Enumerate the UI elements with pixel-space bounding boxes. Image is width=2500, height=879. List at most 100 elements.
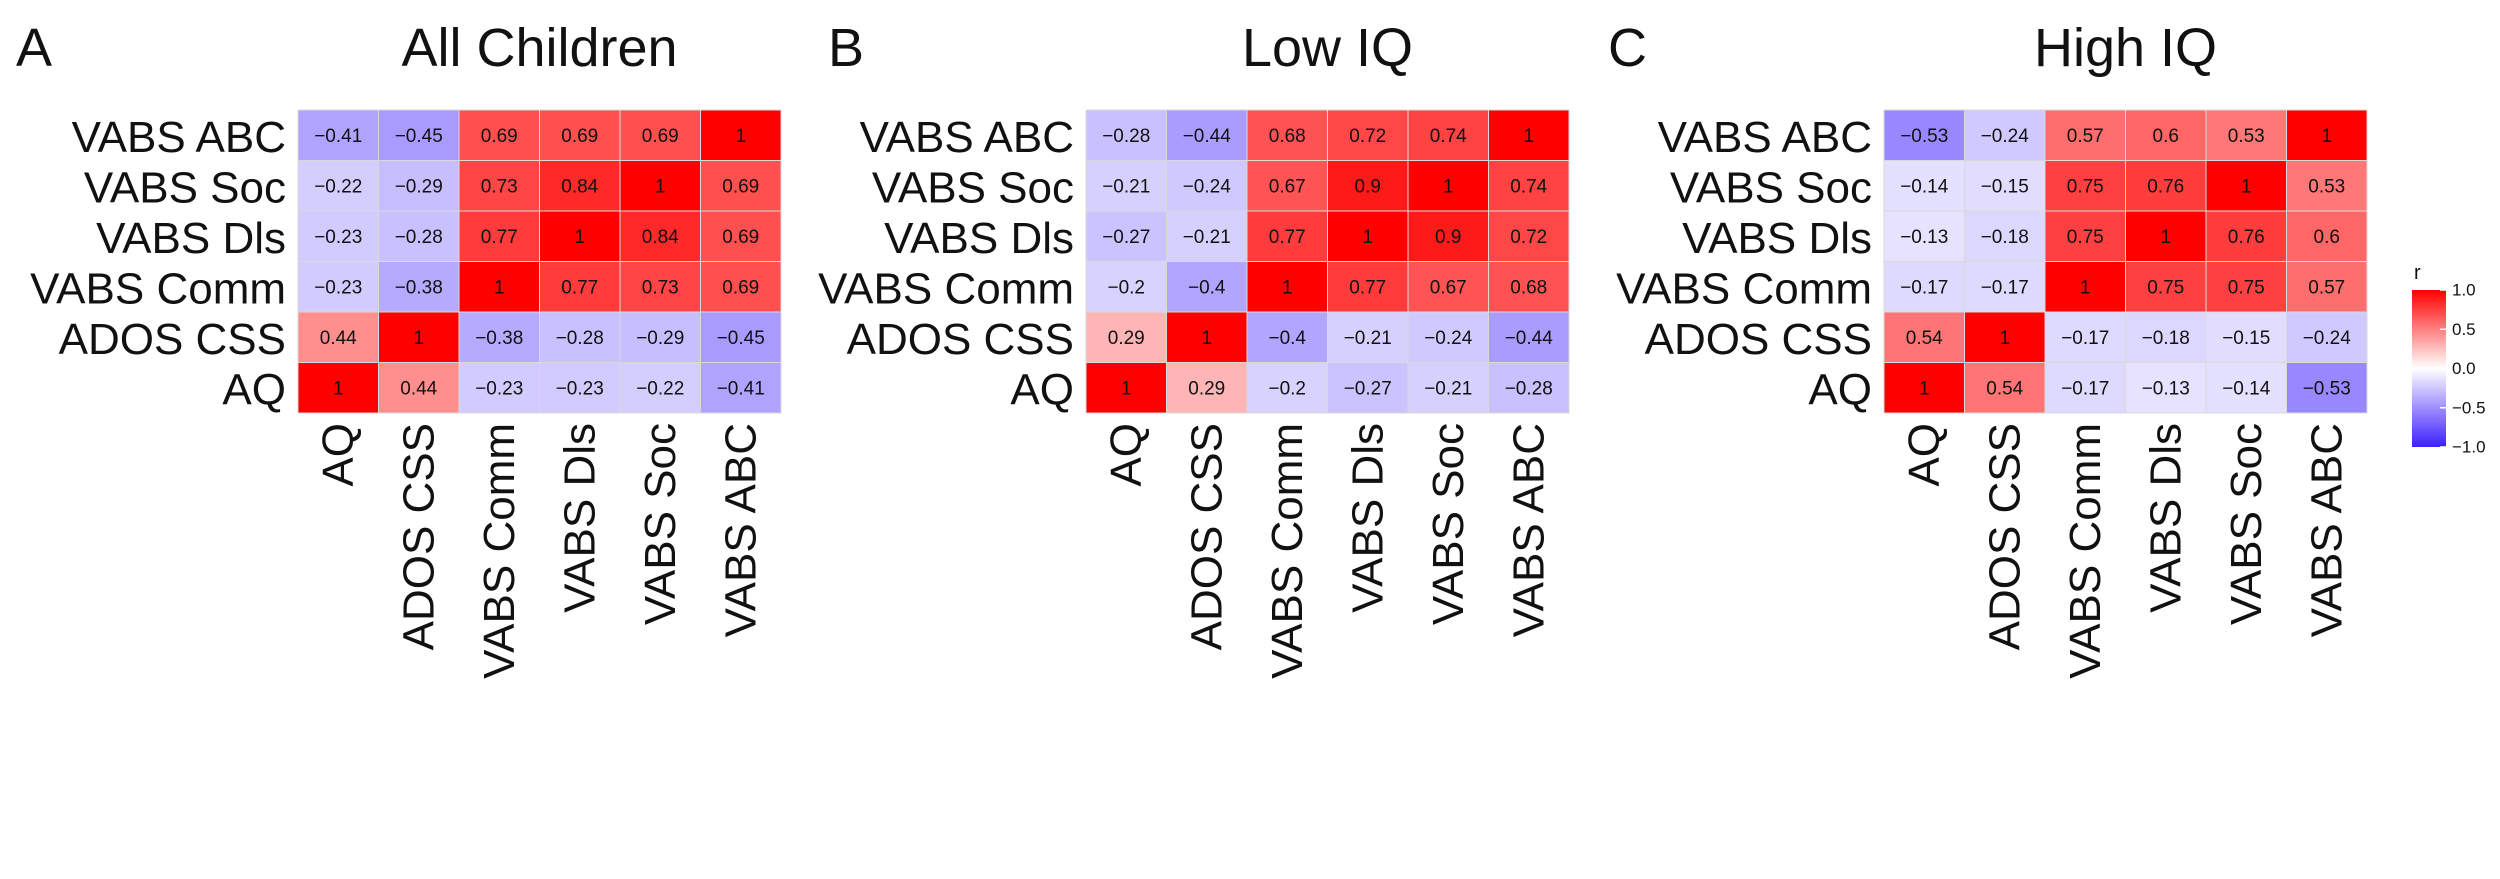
heatmap-cell: [1246, 362, 1328, 414]
heatmap-cell: [1166, 210, 1248, 262]
legend-tick-label: −1.0: [2452, 438, 2486, 457]
cell-value-label: 0.68: [1510, 277, 1547, 298]
heatmap-cell: [700, 261, 782, 313]
cell-value-label: 1: [1201, 328, 1212, 349]
cell-value-label: −0.21: [1102, 176, 1150, 197]
cell-value-label: 0.69: [722, 176, 759, 197]
cell-value-label: 0.73: [481, 176, 518, 197]
cell-value-label: 0.72: [1349, 126, 1386, 147]
heatmap-cell: [2286, 210, 2368, 262]
row-label-ados-css: ADOS CSS: [59, 315, 286, 364]
col-label-aq: AQ: [314, 423, 363, 487]
row-label-vabs-comm: VABS Comm: [818, 264, 1074, 313]
row-label-aq: AQ: [1010, 365, 1074, 414]
heatmap-cell: [1407, 160, 1489, 212]
cell-value-label: 1: [494, 277, 505, 298]
heatmap-cell: [619, 261, 701, 313]
heatmap-cell: [1327, 160, 1409, 212]
cell-value-label: 0.76: [2228, 227, 2265, 248]
heatmap-cell: [378, 109, 460, 161]
heatmap-cell: [539, 362, 621, 414]
panel-title: High IQ: [2034, 18, 2217, 78]
heatmap-cell: [700, 311, 782, 363]
row-label-vabs-dls: VABS Dls: [96, 214, 286, 263]
cell-value-label: 0.84: [642, 227, 679, 248]
heatmap-cell: [1883, 362, 1965, 414]
row-label-aq: AQ: [222, 365, 286, 414]
cell-value-label: −0.21: [1344, 328, 1392, 349]
heatmap-cell: [1327, 311, 1409, 363]
heatmap-cell: [2205, 160, 2287, 212]
legend-tick-label: 1.0: [2452, 281, 2476, 300]
panel-letter: A: [16, 18, 52, 78]
cell-value-label: −0.28: [556, 328, 604, 349]
col-label-vabs-soc: VABS Soc: [2222, 423, 2271, 625]
cell-value-label: 0.77: [561, 277, 598, 298]
cell-value-label: 0.29: [1108, 328, 1145, 349]
heatmap-cell: [539, 311, 621, 363]
panel-title: Low IQ: [1242, 18, 1413, 78]
cell-value-label: −0.41: [717, 378, 765, 399]
heatmap-cell: [2125, 210, 2207, 262]
heatmap-cell: [458, 311, 540, 363]
cell-value-label: 1: [2160, 227, 2171, 248]
col-label-vabs-soc: VABS Soc: [1424, 423, 1473, 625]
cell-value-label: 0.74: [1510, 176, 1547, 197]
cell-value-label: −0.17: [1900, 277, 1948, 298]
heatmap-cell: [539, 210, 621, 262]
cell-value-label: 1: [2321, 126, 2332, 147]
cell-value-label: −0.14: [1900, 176, 1949, 197]
cell-value-label: 0.75: [2067, 227, 2104, 248]
heatmap-cell: [2286, 261, 2368, 313]
heatmap-cell: [1883, 160, 1965, 212]
cell-value-label: −0.44: [1183, 126, 1232, 147]
cell-value-label: 0.84: [561, 176, 598, 197]
heatmap-cell: [1166, 261, 1248, 313]
heatmap-cell: [700, 362, 782, 414]
heatmap-cell: [1964, 109, 2046, 161]
cell-value-label: 0.57: [2067, 126, 2104, 147]
cell-value-label: −0.23: [314, 277, 362, 298]
cell-value-label: 0.73: [642, 277, 679, 298]
heatmap-cell: [2286, 109, 2368, 161]
cell-value-label: −0.18: [1981, 227, 2029, 248]
cell-value-label: 0.75: [2147, 277, 2184, 298]
cell-value-label: 1: [1362, 227, 1373, 248]
panel-title: All Children: [401, 18, 677, 78]
cell-value-label: −0.2: [1107, 277, 1145, 298]
row-label-vabs-abc: VABS ABC: [72, 113, 286, 162]
heatmap-cell: [1407, 210, 1489, 262]
cell-value-label: 0.69: [642, 126, 679, 147]
row-label-vabs-soc: VABS Soc: [1670, 163, 1872, 212]
cell-value-label: −0.14: [2222, 378, 2271, 399]
cell-value-label: −0.27: [1102, 227, 1150, 248]
heatmap-cell: [458, 109, 540, 161]
cell-value-label: −0.17: [1981, 277, 2029, 298]
cell-value-label: −0.17: [2061, 378, 2109, 399]
col-label-vabs-comm: VABS Comm: [475, 423, 524, 679]
row-label-vabs-soc: VABS Soc: [872, 163, 1074, 212]
legend-tick-label: −0.5: [2452, 398, 2486, 417]
heatmap-cell: [1246, 160, 1328, 212]
heatmap-cell: [1085, 362, 1167, 414]
heatmap-cell: [700, 160, 782, 212]
row-label-vabs-soc: VABS Soc: [84, 163, 286, 212]
heatmap-cell: [619, 210, 701, 262]
cell-value-label: −0.4: [1268, 328, 1306, 349]
heatmap-cell: [1488, 311, 1570, 363]
cell-value-label: −0.17: [2061, 328, 2109, 349]
cell-value-label: 0.6: [2153, 126, 2179, 147]
panel-b: B Low IQ−0.28 −0.44 0.68 0.72 0.74 1−0.21 −0.24…: [818, 18, 1570, 679]
heatmap-cell: [1327, 362, 1409, 414]
cell-value-label: 0.69: [481, 126, 518, 147]
heatmap-cell: [2125, 109, 2207, 161]
cell-value-label: 0.76: [2147, 176, 2184, 197]
heatmap-cell: [2205, 210, 2287, 262]
heatmap-cell: [700, 109, 782, 161]
cell-value-label: 0.53: [2308, 176, 2345, 197]
cell-value-label: 0.77: [1269, 227, 1306, 248]
heatmap-cell: [2205, 362, 2287, 414]
heatmap-cell: [2205, 261, 2287, 313]
cell-value-label: −0.15: [2222, 328, 2270, 349]
